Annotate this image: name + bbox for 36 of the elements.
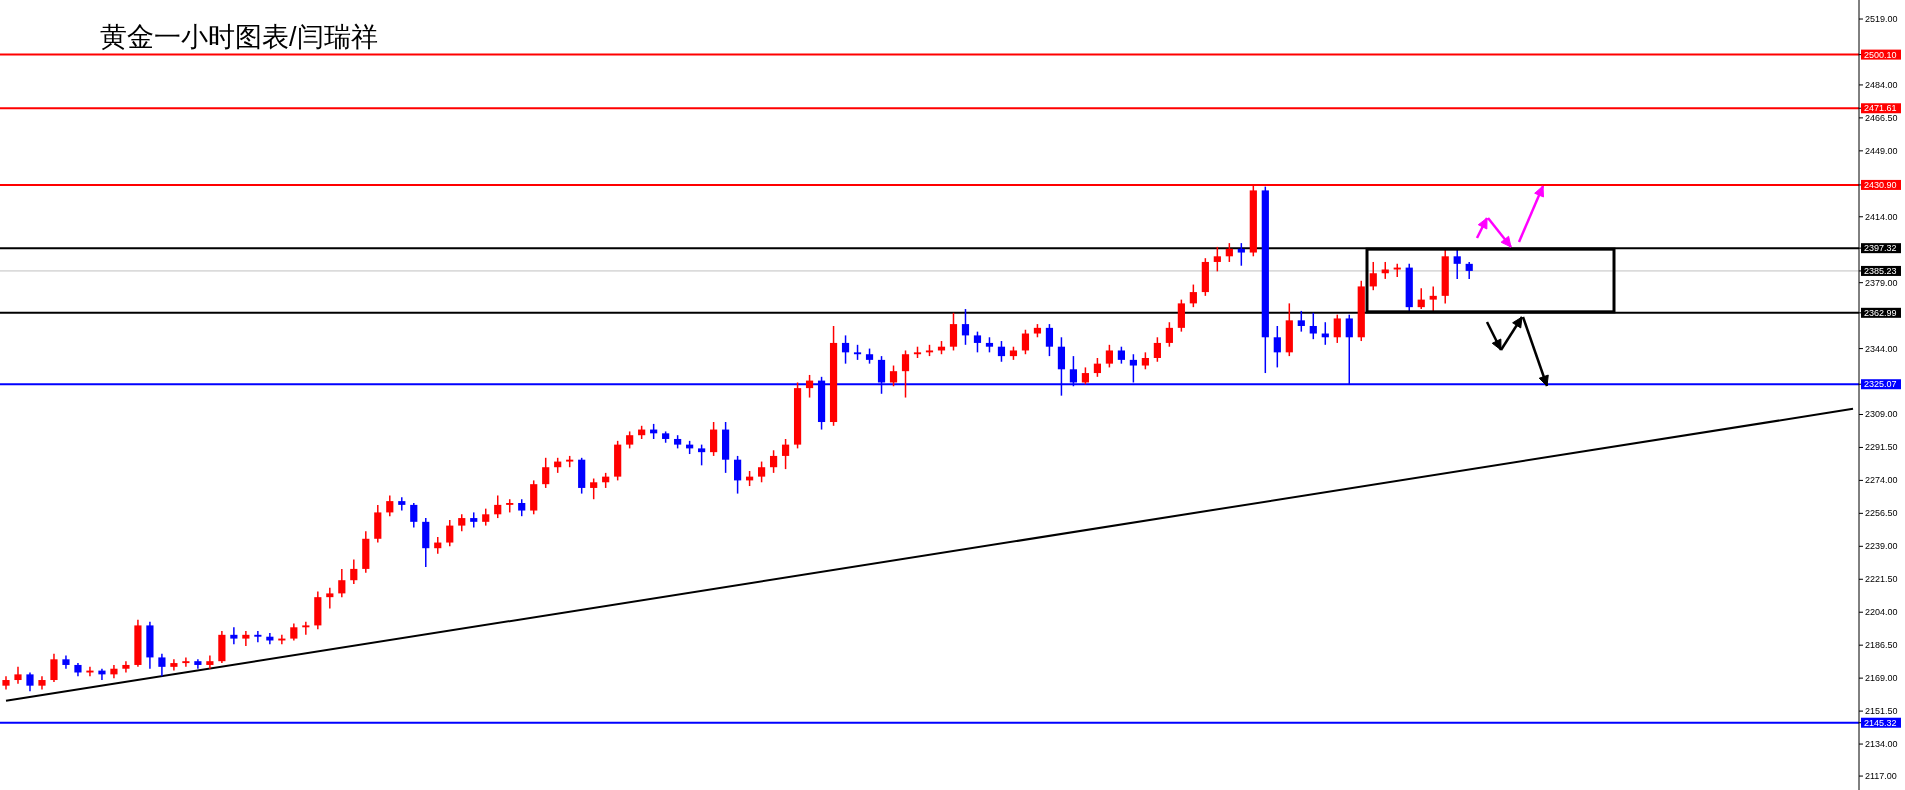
y-tick-label: 2221.50 <box>1865 574 1898 585</box>
y-tick-label: 2449.00 <box>1865 145 1898 156</box>
y-tick-label: 2134.00 <box>1865 739 1898 750</box>
ref-line-label: 2385.23 <box>1864 265 1897 276</box>
y-tick-label: 2274.00 <box>1865 475 1898 486</box>
ref-line-label: 2471.61 <box>1864 103 1897 114</box>
ref-line-label: 2500.10 <box>1864 49 1897 60</box>
y-tick-label: 2151.50 <box>1865 706 1898 717</box>
y-tick-label: 2379.00 <box>1865 277 1898 288</box>
y-tick-label: 2309.00 <box>1865 409 1898 420</box>
y-tick-label: 2256.50 <box>1865 508 1898 519</box>
ref-label: 2397.32 <box>1858 243 1901 254</box>
ref-label: 2430.90 <box>1858 179 1901 190</box>
ref-label: 2145.32 <box>1858 717 1901 728</box>
y-tick-label: 2414.00 <box>1865 211 1898 222</box>
y-tick-label: 2186.50 <box>1865 640 1898 651</box>
y-tick-label: 2484.00 <box>1865 79 1898 90</box>
y-tick-label: 2117.00 <box>1865 771 1897 782</box>
ref-line-label: 2325.07 <box>1864 379 1897 390</box>
ref-line-label: 2362.99 <box>1864 307 1897 318</box>
ref-line-label: 2430.90 <box>1864 179 1897 190</box>
ref-label: 2500.10 <box>1858 49 1901 60</box>
y-tick-label: 2344.00 <box>1865 343 1898 354</box>
y-tick-label: 2239.00 <box>1865 541 1898 552</box>
ref-label: 2385.23 <box>1858 265 1901 276</box>
ref-label: 2325.07 <box>1858 379 1901 390</box>
y-tick-label: 2466.50 <box>1865 112 1898 123</box>
y-tick-label: 2519.00 <box>1865 14 1898 25</box>
ref-label: 2362.99 <box>1858 307 1901 318</box>
title: 黄金一小时图表/闫瑞祥 <box>100 22 378 52</box>
ref-label: 2471.61 <box>1858 103 1901 114</box>
y-tick-label: 2291.50 <box>1865 442 1898 453</box>
ref-line-label: 2145.32 <box>1864 717 1897 728</box>
y-tick-label: 2169.00 <box>1865 673 1898 684</box>
ref-line-label: 2397.32 <box>1864 243 1897 254</box>
y-tick-label: 2204.00 <box>1865 607 1898 618</box>
